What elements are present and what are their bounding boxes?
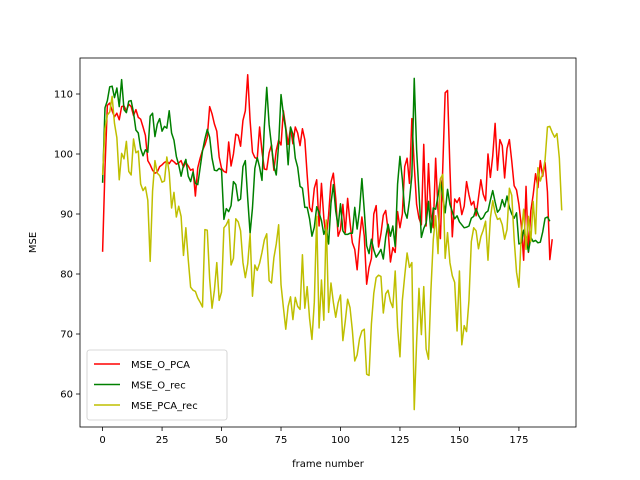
series-line-mse-pca-rec [101,95,563,411]
series-layer [101,74,563,411]
series-line-mse-o-pca [101,74,553,285]
x-axis: 0 25 50 75 100 125 150 175 [99,427,528,446]
plot-frame [79,57,577,428]
y-tick-label: 60 [60,390,73,401]
x-tick-label: 75 [275,435,288,446]
legend: MSE_O_PCA MSE_O_rec MSE_PCA_rec [86,349,228,421]
y-axis-label: MSE [28,232,39,253]
x-tick-label: 150 [450,435,469,446]
x-tick-label: 0 [99,435,105,446]
y-tick-label: 110 [54,90,73,101]
legend-label: MSE_O_rec [131,381,186,392]
x-tick-label: 50 [215,435,228,446]
y-tick-label: 100 [54,150,73,161]
y-tick-label: 80 [60,270,73,281]
x-tick-label: 25 [156,435,169,446]
x-tick-label: 125 [390,435,409,446]
x-tick-label: 100 [331,435,350,446]
y-axis: 60 70 80 90 100 110 [54,90,80,401]
legend-label: MSE_O_PCA [131,360,190,371]
legend-label: MSE_PCA_rec [131,401,198,412]
x-tick-label: 175 [509,435,528,446]
legend-box [86,349,228,421]
y-tick-label: 90 [60,210,73,221]
y-tick-label: 70 [60,330,73,341]
x-axis-label: frame number [292,459,365,470]
